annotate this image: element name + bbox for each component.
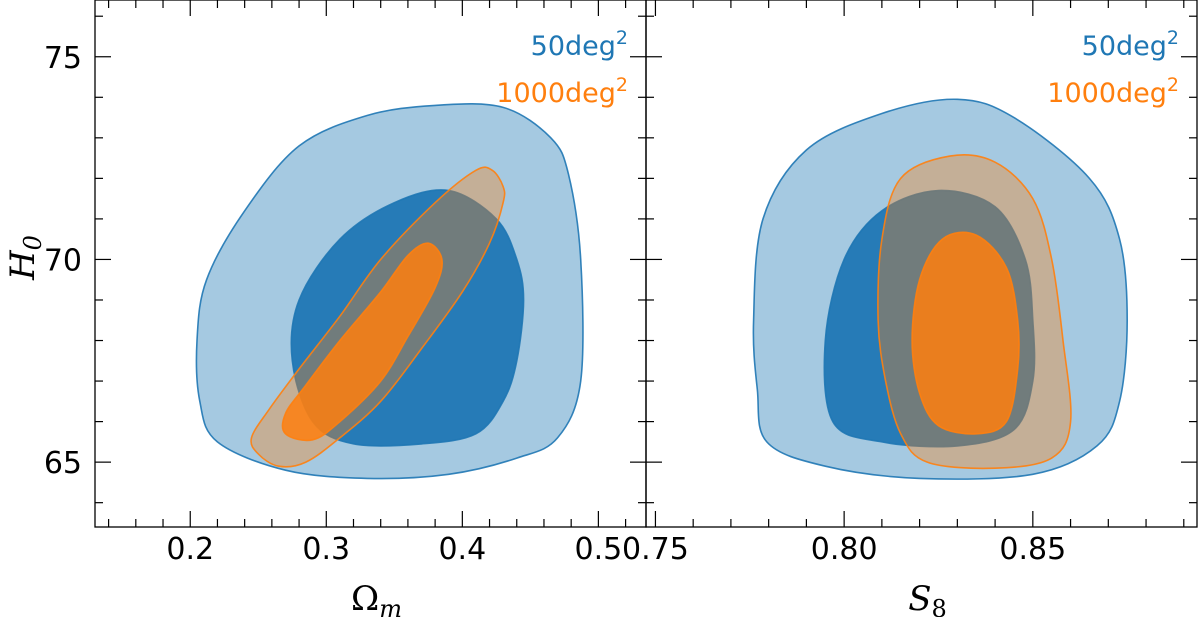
y-axis-label-h0: H0 xyxy=(3,235,47,281)
x-tick-label: 0.2 xyxy=(166,532,214,567)
x-tick-label: 0.3 xyxy=(302,532,350,567)
y-tick-label: 70 xyxy=(44,243,82,278)
x-axis-label-s8: S8 xyxy=(908,579,947,617)
right-ticks xyxy=(646,0,1197,527)
contour-1000deg2-1sigma xyxy=(281,242,443,442)
x-tick-label: 0.85 xyxy=(999,532,1066,567)
right-contours xyxy=(752,98,1129,480)
x-tick-label: 0.5 xyxy=(575,532,623,567)
y-tick-label: 65 xyxy=(44,446,82,481)
legend-50deg2-label: 50deg2 xyxy=(1082,27,1179,62)
legend-1000deg2-label: 1000deg2 xyxy=(1047,74,1179,109)
x-tick-label: 0.80 xyxy=(811,532,878,567)
legend-1000deg2-label: 1000deg2 xyxy=(496,74,628,109)
x-tick-label: 0.4 xyxy=(438,532,486,567)
x-tick-label: 0.75 xyxy=(622,532,689,567)
y-tick-label: 75 xyxy=(44,41,82,76)
left-ticks xyxy=(95,0,646,527)
right-axes-frame xyxy=(645,0,1198,528)
legend-50deg2-label: 50deg2 xyxy=(531,27,628,62)
left-legend: 50deg2 1000deg2 xyxy=(496,27,628,109)
left-panel: 50deg2 1000deg2 Ωm H0 0.2 0.3 0.4 0.5 65 70 75 xyxy=(3,0,647,617)
right-legend: 50deg2 1000deg2 xyxy=(1047,27,1179,109)
x-axis-label-omega-m: Ωm xyxy=(351,579,402,617)
left-contours xyxy=(195,103,584,480)
contour-1000deg2-1sigma xyxy=(911,231,1020,435)
right-panel: 50deg2 1000deg2 S8 0.75 0.80 0.85 xyxy=(622,0,1198,617)
